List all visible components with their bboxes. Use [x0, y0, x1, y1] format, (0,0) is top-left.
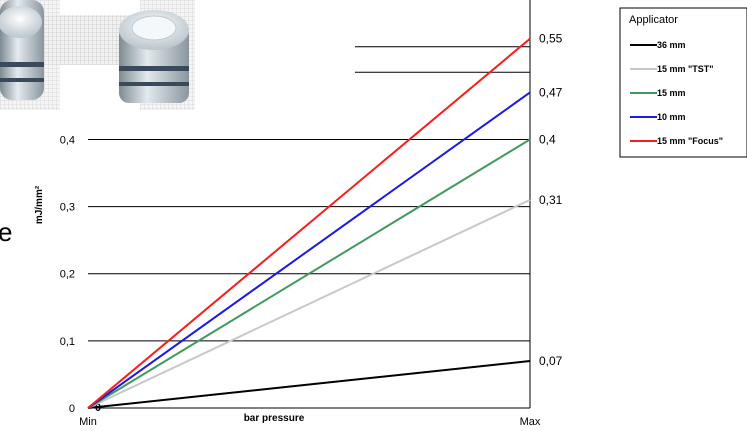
- legend-item-label: 36 mm: [657, 40, 686, 50]
- end-value-label: 0,07: [539, 354, 563, 368]
- y-tick-label: 0,2: [60, 269, 75, 281]
- series-line: [87, 360, 531, 409]
- fragment-letter: e: [0, 217, 12, 247]
- series-line: [87, 198, 531, 409]
- legend-item-label: 10 mm: [657, 112, 686, 122]
- y-tick-label: 0,1: [60, 336, 75, 348]
- legend-title: Applicator: [629, 14, 678, 26]
- y-tick-label: 0,3: [60, 202, 75, 214]
- series-line: [87, 91, 531, 409]
- origin-label: 0: [95, 402, 101, 414]
- series-line: [87, 138, 531, 409]
- legend: Applicator 36 mm 15 mm "TST" 15 mm 10 mm 15 …: [619, 7, 747, 158]
- end-value-label: 0,55: [539, 32, 563, 46]
- end-value-label: 0,47: [539, 85, 563, 99]
- y-axis-label: mJ/mm²: [34, 185, 45, 224]
- series-line: [87, 37, 531, 409]
- y-tick-label: 0,4: [60, 134, 75, 146]
- legend-item-label: 15 mm "TST": [657, 64, 714, 74]
- legend-item-label: 15 mm "Focus": [657, 136, 723, 146]
- applicator-photo: [0, 0, 195, 110]
- x-tick-label: Max: [520, 416, 541, 428]
- y-tick-label: 0: [69, 403, 75, 415]
- plot-area: 0 0,1 0,2 0,3 0,4 Min Max 0 0,07 0,31 0,4 0,47 0,55: [60, 0, 563, 428]
- end-value-label: 0,4: [539, 132, 556, 146]
- legend-item-label: 15 mm: [657, 88, 686, 98]
- x-tick-label: Min: [79, 416, 97, 428]
- x-axis-label: bar pressure: [244, 413, 305, 424]
- end-value-label: 0,31: [539, 193, 563, 207]
